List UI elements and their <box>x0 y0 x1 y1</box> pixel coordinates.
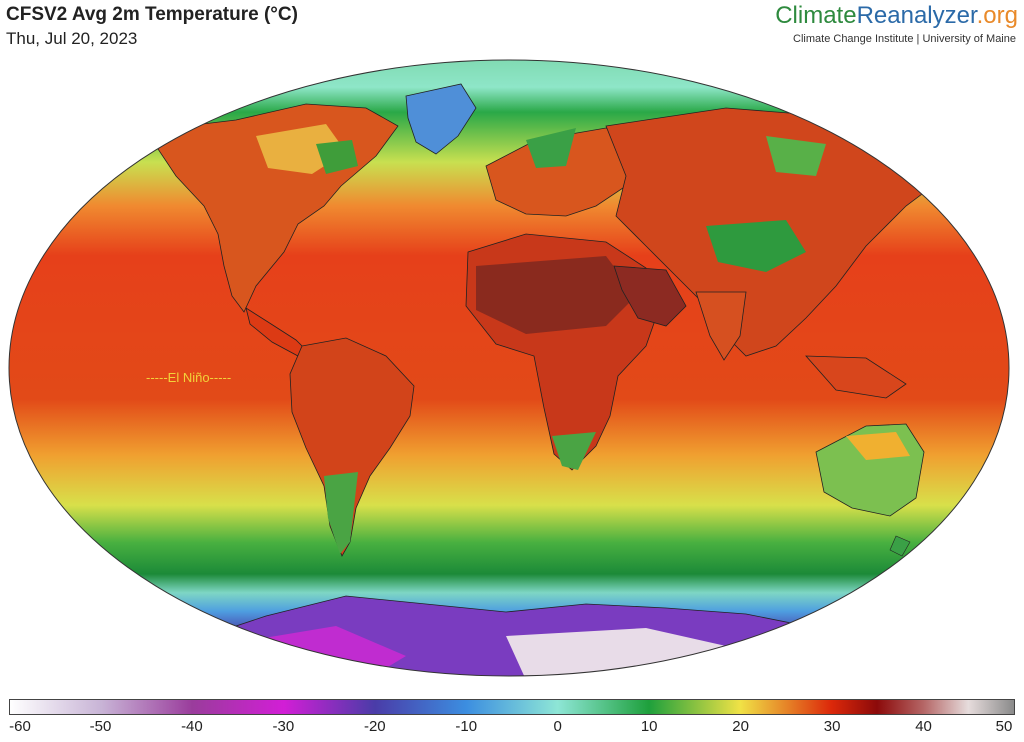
map-outline <box>8 59 1010 677</box>
greenland-landmass <box>405 83 477 155</box>
brand-part-reanalyzer: Reanalyzer <box>856 2 977 29</box>
map-date: Thu, Jul 20, 2023 <box>6 29 138 48</box>
arabia-landmass <box>613 265 687 327</box>
brand-logo: ClimateReanalyzer.org <box>775 2 1018 30</box>
brand-part-org: .org <box>976 2 1018 29</box>
colorbar-tick-label: 10 <box>640 718 658 735</box>
australia-warm-region <box>846 432 910 460</box>
colorbar-tick-label: 20 <box>732 718 749 735</box>
colorbar-ticks: -60 -50 -40 -30 -20 -10 0 10 20 30 40 50 <box>0 718 1024 740</box>
el-nino-label: -----El Niño----- <box>146 370 231 385</box>
south-africa-cool-region <box>552 432 596 470</box>
colorbar-tick-label: 50 <box>995 718 1013 735</box>
brand-part-climate: Climate <box>775 2 857 29</box>
colorbar-tick-label: -60 <box>9 718 31 735</box>
colorbar-tick-label: -10 <box>455 718 478 735</box>
hudson-cool-region <box>316 140 358 174</box>
temperature-map: -----El Niño----- <box>6 56 1012 680</box>
colorbar-tick-label: -40 <box>181 718 203 735</box>
temperature-map-svg: -----El Niño----- <box>8 59 1010 677</box>
map-title: CFSV2 Avg 2m Temperature (°C) <box>6 4 298 25</box>
brand-subtitle: Climate Change Institute | University of… <box>793 33 1016 45</box>
sahara-hot-region <box>476 256 636 334</box>
colorbar-tick-label: 40 <box>915 718 932 735</box>
colorbar-tick-label: -20 <box>363 718 386 735</box>
colorbar-tick-label: 30 <box>823 718 841 735</box>
patagonia-cool-region <box>324 472 358 554</box>
india-landmass <box>695 291 747 361</box>
colorbar-tick-label: -30 <box>272 718 295 735</box>
tibet-cool-region <box>706 220 806 272</box>
temperature-colorbar <box>9 699 1015 715</box>
new-zealand-landmass <box>889 535 911 557</box>
maritime-continent-landmass <box>805 355 907 399</box>
south-america-landmass <box>289 337 415 557</box>
siberia-cool-region <box>766 136 826 176</box>
scandinavia-cool-region <box>526 128 576 168</box>
colorbar-tick-label: 0 <box>553 718 562 735</box>
colorbar-tick-label: -50 <box>89 718 112 735</box>
